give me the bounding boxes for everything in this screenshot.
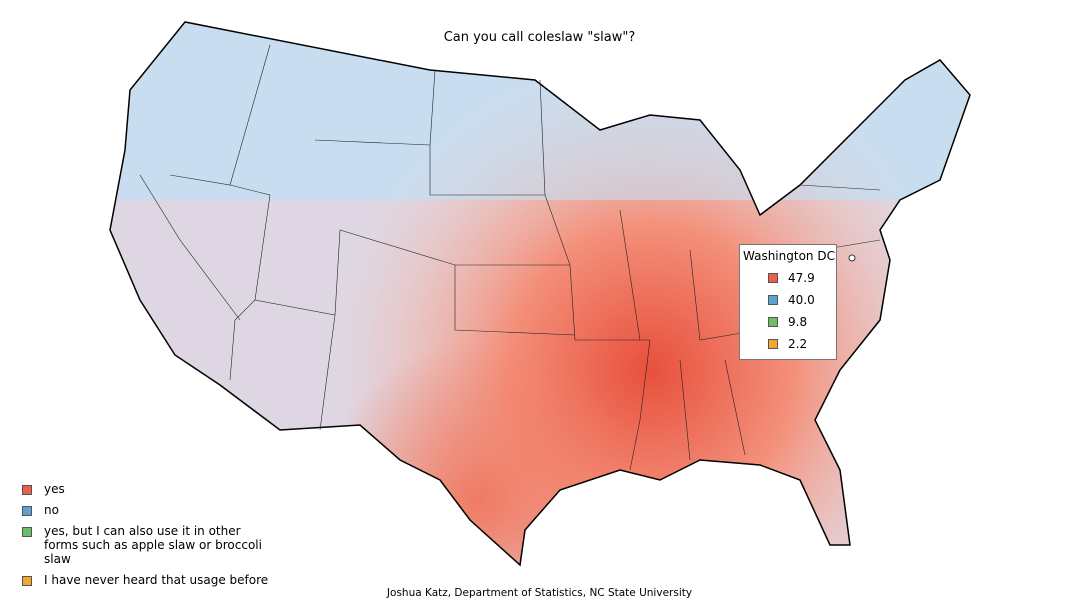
legend-label: yes, but I can also use it in other form… bbox=[44, 524, 262, 566]
popup-row: 9.8 bbox=[768, 315, 836, 329]
us-outline bbox=[109, 21, 971, 567]
popup-value: 40.0 bbox=[788, 293, 815, 307]
legend-swatch bbox=[22, 485, 32, 495]
legend-label: yes bbox=[44, 482, 65, 496]
popup-swatch bbox=[768, 317, 778, 327]
map-title: Can you call coleslaw "slaw"? bbox=[443, 30, 636, 45]
legend: yes no yes, but I can also use it in other… bbox=[22, 482, 272, 594]
legend-item[interactable]: I have never heard that usage before bbox=[22, 573, 272, 587]
legend-label: no bbox=[44, 503, 59, 517]
legend-label: I have never heard that usage before bbox=[44, 573, 269, 587]
legend-item[interactable]: yes, but I can also use it in other form… bbox=[22, 524, 272, 566]
popup-row: 47.9 bbox=[768, 271, 836, 285]
popup: Washington DC 47.9 40.0 9.8 2.2 bbox=[739, 244, 837, 360]
legend-swatch bbox=[22, 576, 32, 586]
legend-swatch bbox=[22, 527, 32, 537]
popup-row: 2.2 bbox=[768, 337, 836, 351]
popup-swatch bbox=[768, 295, 778, 305]
credit: Joshua Katz, Department of Statistics, N… bbox=[386, 587, 693, 599]
legend-swatch bbox=[22, 506, 32, 516]
popup-place: Washington DC bbox=[743, 249, 835, 263]
popup-value: 2.2 bbox=[788, 337, 808, 351]
legend-item[interactable]: yes bbox=[22, 482, 272, 496]
legend-item[interactable]: no bbox=[22, 503, 272, 517]
popup-swatch bbox=[768, 339, 778, 349]
dc-marker[interactable] bbox=[848, 254, 856, 262]
popup-row: 40.0 bbox=[768, 293, 836, 307]
popup-value: 47.9 bbox=[788, 271, 815, 285]
popup-value: 9.8 bbox=[788, 315, 808, 329]
popup-swatch bbox=[768, 273, 778, 283]
